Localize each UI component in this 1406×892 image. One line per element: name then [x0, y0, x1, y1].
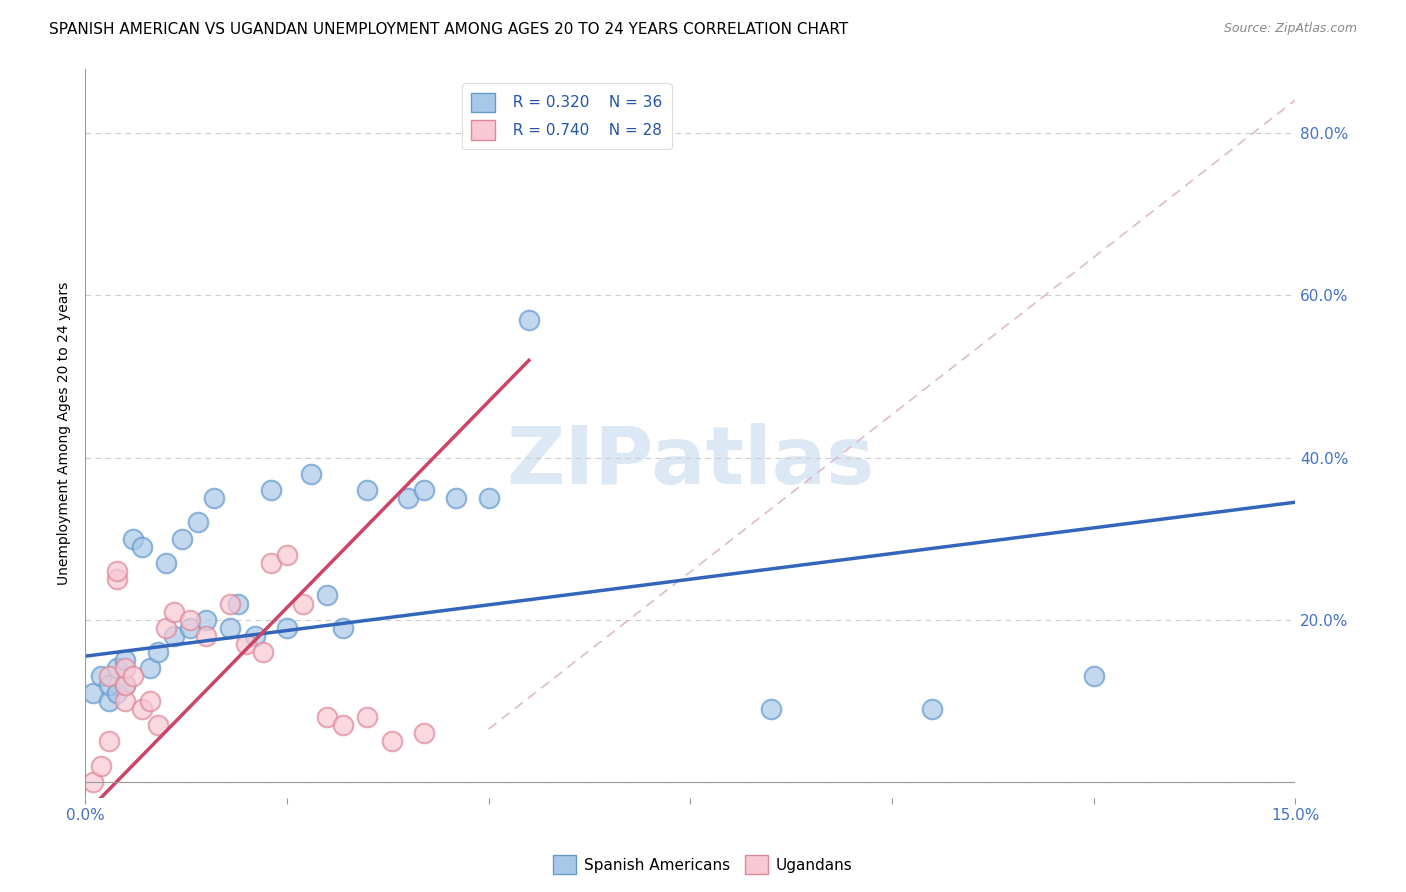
Point: [82, 775, 104, 789]
Point: [219, 621, 242, 635]
Point: [413, 483, 436, 497]
Point: [276, 548, 298, 562]
Point: [195, 613, 218, 627]
Legend: Spanish Americans, Ugandans: Spanish Americans, Ugandans: [547, 849, 859, 880]
Point: [332, 621, 354, 635]
Point: [82, 686, 104, 700]
Point: [155, 621, 177, 635]
Point: [90, 758, 112, 772]
Point: [356, 483, 378, 497]
Point: [90, 669, 112, 683]
Point: [243, 629, 266, 643]
Point: [105, 686, 128, 700]
Point: [195, 629, 218, 643]
Point: [114, 677, 136, 691]
Point: [170, 532, 193, 546]
Point: [131, 540, 153, 554]
Point: [105, 572, 128, 586]
Point: [356, 710, 378, 724]
Point: [146, 718, 169, 732]
Point: [105, 661, 128, 675]
Text: SPANISH AMERICAN VS UGANDAN UNEMPLOYMENT AMONG AGES 20 TO 24 YEARS CORRELATION C: SPANISH AMERICAN VS UGANDAN UNEMPLOYMENT…: [49, 22, 848, 37]
Point: [131, 702, 153, 716]
Point: [138, 694, 160, 708]
Point: [155, 556, 177, 570]
Point: [146, 645, 169, 659]
Point: [163, 629, 186, 643]
Point: [98, 694, 121, 708]
Point: [921, 702, 943, 716]
Point: [219, 597, 242, 611]
Point: [114, 694, 136, 708]
Point: [122, 532, 145, 546]
Text: ZIPatlas: ZIPatlas: [506, 424, 875, 501]
Text: Source: ZipAtlas.com: Source: ZipAtlas.com: [1223, 22, 1357, 36]
Point: [299, 467, 322, 481]
Point: [202, 491, 225, 505]
Point: [122, 669, 145, 683]
Y-axis label: Unemployment Among Ages 20 to 24 years: Unemployment Among Ages 20 to 24 years: [58, 282, 72, 585]
Point: [316, 710, 339, 724]
Point: [187, 516, 209, 530]
Point: [114, 677, 136, 691]
Point: [381, 734, 404, 748]
Point: [114, 661, 136, 675]
Point: [235, 637, 257, 651]
Point: [517, 313, 540, 327]
Point: [98, 677, 121, 691]
Point: [413, 726, 436, 740]
Point: [316, 589, 339, 603]
Point: [98, 734, 121, 748]
Point: [291, 597, 314, 611]
Point: [260, 556, 283, 570]
Legend:   R = 0.320    N = 36,   R = 0.740    N = 28: R = 0.320 N = 36, R = 0.740 N = 28: [463, 84, 672, 149]
Point: [759, 702, 782, 716]
Point: [477, 491, 499, 505]
Point: [114, 653, 136, 667]
Point: [396, 491, 419, 505]
Point: [138, 661, 160, 675]
Point: [98, 669, 121, 683]
Point: [179, 613, 201, 627]
Point: [332, 718, 354, 732]
Point: [105, 564, 128, 578]
Point: [179, 621, 201, 635]
Point: [252, 645, 274, 659]
Point: [446, 491, 468, 505]
Point: [228, 597, 250, 611]
Point: [1083, 669, 1105, 683]
Point: [163, 605, 186, 619]
Point: [276, 621, 298, 635]
Point: [260, 483, 283, 497]
